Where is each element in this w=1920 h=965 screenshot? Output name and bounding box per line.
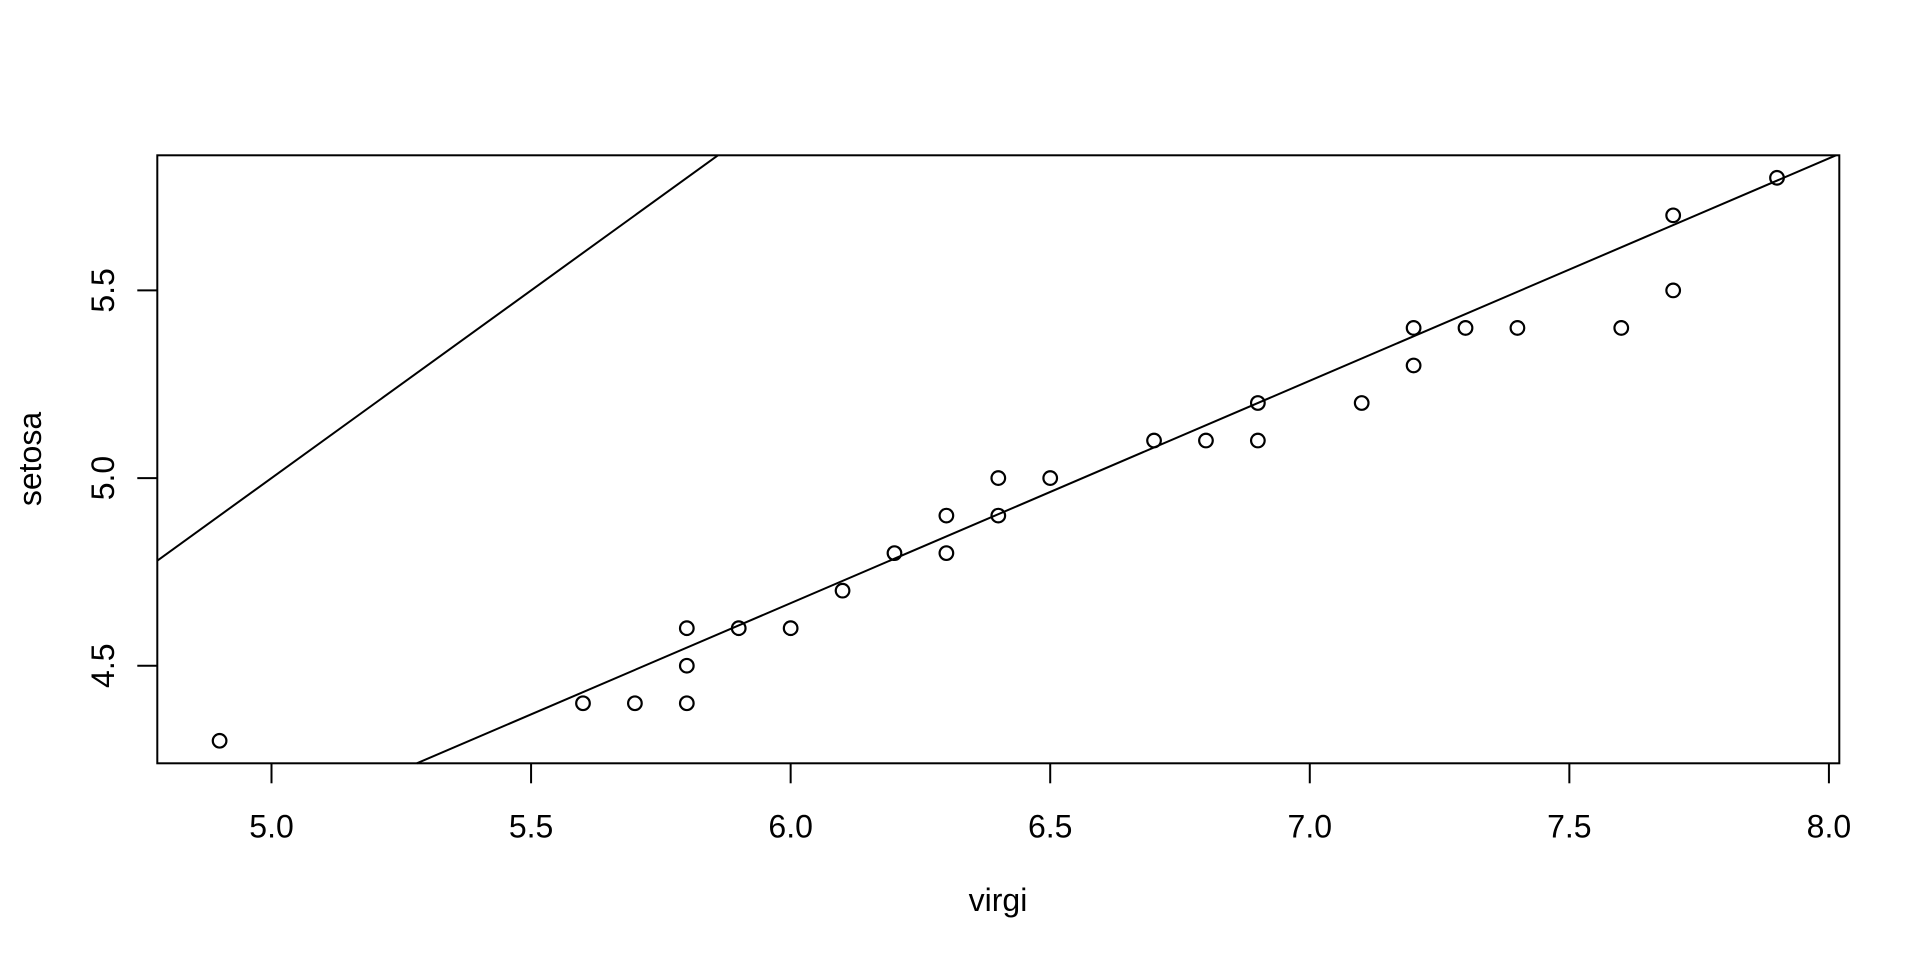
y-axis-label: setosa — [12, 412, 48, 506]
data-point — [1457, 320, 1474, 336]
x-axis: 5.0 5.5 6.0 6.5 7.0 7.5 8.0 — [249, 763, 1851, 844]
y-tick-label: 5.5 — [85, 268, 121, 312]
x-tick-label: 8.0 — [1807, 808, 1851, 844]
x-tick-label: 6.0 — [768, 808, 812, 844]
data-point — [938, 507, 955, 524]
data-point — [1405, 357, 1422, 374]
data-point — [1769, 169, 1785, 186]
data-point — [990, 470, 1007, 486]
data-point — [575, 695, 591, 712]
y-tick-label: 4.5 — [85, 643, 121, 687]
x-axis-label: virgi — [969, 882, 1028, 918]
x-tick-label: 7.0 — [1288, 808, 1332, 844]
x-tick-label: 7.5 — [1547, 808, 1591, 844]
data-point — [1405, 320, 1422, 336]
y-axis: 4.5 5.0 5.5 — [85, 268, 158, 688]
scatter-points — [211, 169, 1785, 749]
quartile-line — [416, 154, 1837, 765]
data-point — [1353, 395, 1370, 411]
x-tick-label: 5.5 — [509, 808, 553, 844]
data-point — [678, 620, 695, 637]
data-point — [886, 545, 903, 562]
data-point — [990, 507, 1007, 524]
data-point — [1249, 395, 1266, 411]
x-tick-label: 5.0 — [249, 808, 293, 844]
data-point — [1613, 320, 1630, 336]
data-point — [834, 582, 851, 599]
identity-line — [156, 154, 719, 562]
data-point — [1665, 282, 1682, 299]
data-point — [627, 695, 643, 712]
data-point — [211, 732, 228, 749]
data-point — [1042, 470, 1059, 486]
data-point — [938, 545, 955, 562]
data-point — [678, 657, 695, 674]
data-point — [1146, 432, 1162, 449]
data-point — [782, 620, 799, 637]
y-tick-label: 5.0 — [85, 456, 121, 500]
reference-lines — [156, 154, 1837, 765]
plot-box — [156, 154, 1841, 765]
data-point — [678, 695, 695, 712]
data-point — [1509, 320, 1526, 336]
data-point — [730, 620, 747, 637]
data-point — [1198, 432, 1214, 449]
data-point — [1665, 207, 1682, 224]
x-tick-label: 6.5 — [1028, 808, 1072, 844]
data-point — [1249, 432, 1266, 449]
